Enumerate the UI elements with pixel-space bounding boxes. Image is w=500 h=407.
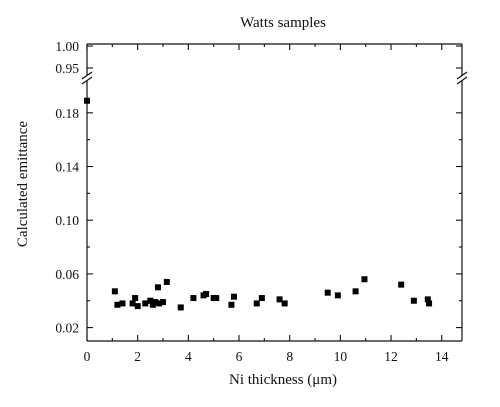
- data-point: [177, 304, 184, 311]
- data-point: [119, 300, 126, 307]
- data-point: [111, 288, 118, 295]
- data-point: [398, 281, 405, 288]
- data-point: [129, 300, 136, 307]
- data-point: [424, 296, 431, 303]
- y-tick-label: 0.18: [55, 106, 79, 121]
- x-tick-label: 2: [134, 349, 141, 364]
- data-point: [230, 293, 237, 300]
- data-point: [276, 296, 283, 303]
- data-point: [84, 97, 90, 104]
- x-tick-label: 6: [236, 349, 243, 364]
- y-tick-label: 0.02: [55, 321, 79, 336]
- right-break-mark-upper: [456, 71, 468, 80]
- data-point: [154, 284, 161, 291]
- data-point: [213, 295, 220, 302]
- y-tick-label: 0.14: [55, 160, 79, 175]
- data-point: [352, 288, 359, 295]
- x-tick-label: 8: [286, 349, 293, 364]
- data-point: [160, 299, 167, 306]
- data-point: [163, 278, 170, 285]
- y-tick-label: 0.06: [55, 267, 79, 282]
- y-tick-label-upper: 1.00: [55, 39, 79, 54]
- x-axis-label: Ni thickness (μm): [229, 372, 337, 388]
- left-break-mark-upper: [81, 71, 93, 80]
- data-point: [334, 292, 341, 299]
- tick-labels: 0 2 4 6 8 10 12 14 0.02 0.06 0.10 0.14 0.18 0.95 1.00: [55, 39, 448, 364]
- x-tick-label: 0: [84, 349, 91, 364]
- data-point: [258, 295, 265, 302]
- data-point: [253, 300, 260, 307]
- x-tick-label: 4: [185, 349, 192, 364]
- data-point: [132, 295, 139, 302]
- data-point: [281, 300, 288, 307]
- data-point: [410, 297, 417, 304]
- data-point: [361, 276, 368, 283]
- data-point: [142, 300, 149, 307]
- data-point: [426, 300, 433, 307]
- x-tick-label: 12: [384, 349, 398, 364]
- data-point: [152, 299, 159, 306]
- data-point: [203, 291, 210, 298]
- data-point: [228, 301, 235, 308]
- data-point: [324, 289, 331, 296]
- chart-title: Watts samples: [240, 15, 326, 31]
- y-tick-label: 0.10: [55, 213, 79, 228]
- axis-ticks: [86, 44, 462, 341]
- left-break-mark-lower: [81, 76, 93, 85]
- plot-frame: [81, 43, 468, 342]
- y-tick-label-upper: 0.95: [55, 61, 79, 76]
- right-break-mark-lower: [456, 76, 468, 85]
- x-tick-label: 10: [334, 349, 348, 364]
- data-point: [134, 303, 141, 310]
- data-points: [84, 97, 433, 311]
- data-point: [147, 297, 154, 304]
- x-tick-label: 14: [435, 349, 449, 364]
- data-point: [190, 295, 197, 302]
- data-point: [156, 300, 163, 307]
- data-point: [114, 301, 121, 308]
- y-axis-label: Calculated emittance: [15, 121, 31, 248]
